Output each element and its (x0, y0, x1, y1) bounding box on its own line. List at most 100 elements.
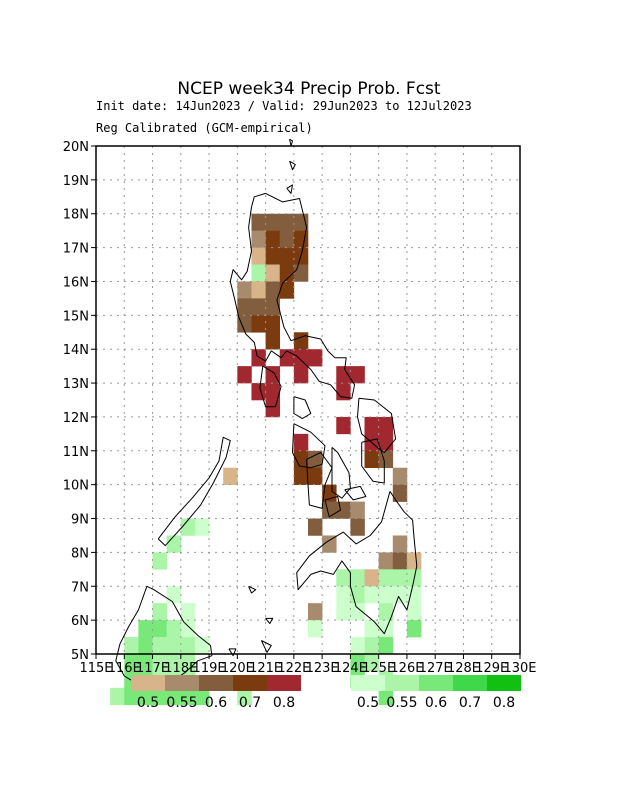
probability-cell (364, 620, 379, 638)
probability-cell (251, 315, 266, 333)
probability-cell (392, 535, 408, 553)
probability-cell (308, 620, 323, 638)
coastline (260, 640, 272, 653)
probability-cell (124, 637, 139, 655)
probability-cell (166, 687, 182, 706)
probability-cell (336, 603, 351, 621)
probability-cell (350, 518, 365, 536)
probability-cell (378, 450, 394, 469)
probability-cell (378, 552, 394, 570)
probability-cell (336, 416, 351, 435)
probability-cell (265, 298, 281, 316)
probability-cell (251, 264, 266, 282)
probability-cell (180, 620, 196, 638)
lon-tick-label: 127E (419, 661, 452, 676)
lon-tick-label: 120E (221, 661, 254, 676)
coastline (306, 452, 333, 509)
coastline (265, 617, 274, 624)
probability-cell (237, 687, 252, 706)
coastline (361, 438, 385, 484)
probability-cell (152, 687, 167, 706)
below-normal-legend-swatch (233, 675, 267, 691)
probability-cell (166, 586, 182, 604)
probability-cell (152, 552, 167, 570)
probability-cell (152, 620, 167, 638)
probability-cell (279, 230, 295, 248)
lon-tick-label: 116E (108, 661, 141, 676)
probability-cell (350, 569, 365, 587)
probability-cell (350, 654, 365, 672)
coastline (229, 192, 356, 399)
probability-cell (336, 501, 351, 519)
coastline (286, 184, 293, 194)
lon-tick-label: 122E (277, 661, 310, 676)
below-normal-legend-label: 0.5 (137, 695, 159, 711)
lat-tick-label: 7N (71, 580, 89, 595)
coastline (289, 160, 296, 171)
lat-tick-label: 13N (63, 377, 89, 392)
probability-cell (293, 433, 309, 452)
probability-cell (336, 586, 351, 604)
lat-tick-label: 5N (71, 648, 89, 663)
probability-cell (166, 654, 182, 672)
probability-cell (406, 603, 422, 621)
probability-cell (378, 687, 394, 706)
probability-cell (392, 467, 408, 485)
lat-tick-label: 16N (63, 275, 89, 290)
lon-tick-label: 121E (249, 661, 282, 676)
probability-cell (364, 450, 379, 469)
above-normal-legend-swatch (487, 675, 521, 691)
probability-cell (223, 467, 238, 485)
above-normal-legend-label: 0.7 (459, 695, 481, 711)
lon-tick-label: 126E (390, 661, 423, 676)
probability-cell (350, 501, 365, 519)
lon-tick-label: 117E (136, 661, 169, 676)
probability-cell (279, 213, 295, 231)
lat-tick-label: 18N (63, 208, 89, 223)
lat-tick-label: 15N (63, 309, 89, 324)
coastline (293, 396, 312, 420)
probability-cell (279, 281, 295, 299)
probability-cell (138, 687, 153, 706)
probability-cell (251, 230, 266, 248)
below-normal-legend-swatch (267, 675, 301, 691)
probability-cell (406, 586, 422, 604)
above-normal-legend-swatch (419, 675, 453, 691)
lon-tick-label: 125E (362, 661, 395, 676)
axis-tick-labels: 5N 6N 7N 8N 9N 10N 11N 12N 13N 14N 15N 16N 17N 18N 19N… (63, 140, 537, 676)
probability-cell (308, 518, 323, 536)
lat-tick-label: 12N (63, 411, 89, 426)
probability-cell (166, 637, 182, 655)
probability-cell (180, 637, 196, 655)
lat-tick-label: 10N (63, 479, 89, 494)
coastline (157, 436, 231, 547)
probability-cell (293, 366, 309, 384)
probability-cell (194, 637, 210, 655)
probability-cell (293, 264, 309, 282)
lat-tick-label: 11N (63, 445, 89, 460)
above-normal-legend-label: 0.6 (425, 695, 447, 711)
probability-cell (251, 349, 266, 367)
below-normal-legend-swatch (131, 675, 165, 691)
below-normal-legend-swatch (165, 675, 199, 691)
probability-cell (279, 349, 295, 367)
coastline (324, 496, 341, 518)
lon-tick-label: 118E (164, 661, 197, 676)
probability-cell (265, 315, 281, 333)
probability-cell (265, 281, 281, 299)
probability-cell (265, 383, 281, 401)
lat-tick-label: 6N (71, 614, 89, 629)
chart-header: NCEP week34 Precip Prob. Fcst Init date:… (96, 79, 472, 135)
probability-cell (350, 603, 365, 621)
probability-cell (378, 416, 394, 435)
probability-cell (279, 247, 295, 265)
probability-cell (350, 366, 365, 384)
probability-cell (308, 603, 323, 621)
init-valid-dates: Init date: 14Jun2023 / Valid: 29Jun2023 … (96, 99, 472, 113)
lon-tick-label: 130E (503, 661, 536, 676)
probability-cell (293, 332, 309, 350)
probability-cell (124, 654, 139, 672)
probability-cell (152, 654, 167, 672)
probability-cell (180, 687, 196, 706)
